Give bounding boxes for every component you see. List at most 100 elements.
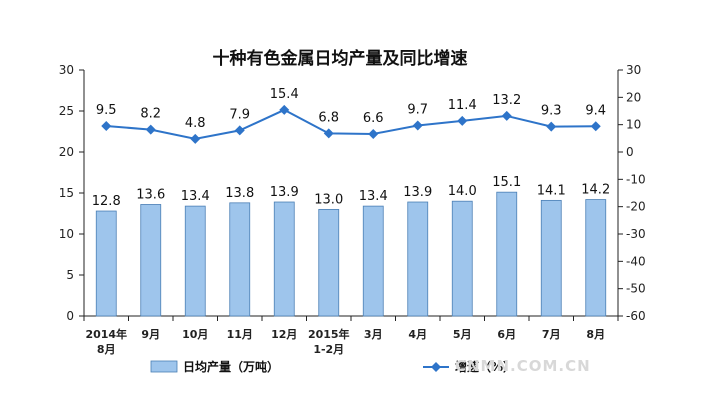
left-tick-label: 10 xyxy=(59,227,74,241)
bar xyxy=(273,201,295,317)
x-tick-label-line: 2014年 xyxy=(85,327,127,341)
legend-bar-swatch xyxy=(150,360,178,373)
right-tick-label: -10 xyxy=(626,172,646,186)
x-tick-label: 2014年 8月 xyxy=(85,327,127,356)
x-tick-label: 2015年 1-2月 xyxy=(308,327,350,356)
x-tick-label: 5月 xyxy=(453,328,472,341)
series-line xyxy=(106,108,596,140)
x-tick-label: 8月 xyxy=(586,328,605,341)
x-tick-label: 4月 xyxy=(408,328,427,341)
bar xyxy=(496,191,518,317)
line-point xyxy=(234,125,245,136)
bar-data-labels: 12.8 13.6 13.4 13.8 13.9 13.0 13.4 13.9 14.0 15.1… xyxy=(92,175,610,209)
line-data-labels: 9.5 8.2 4.8 7.9 15.4 6.8 6.6 9.7 11.4 13.2 9.3 9.4 xyxy=(96,87,606,131)
x-tick-label-line: 10月 xyxy=(182,328,208,341)
line-point xyxy=(190,133,201,144)
bar xyxy=(540,199,562,317)
line-point xyxy=(457,115,468,126)
bar xyxy=(451,200,473,317)
x-tick-label-line: 2015年 xyxy=(308,327,350,341)
x-tick-label-line: 7月 xyxy=(542,328,561,341)
x-tick-label-line: 9月 xyxy=(141,328,160,341)
bar-series xyxy=(95,191,607,317)
bar-value-label: 14.0 xyxy=(448,184,477,199)
bar xyxy=(318,208,340,317)
line-value-label: 9.5 xyxy=(96,103,117,118)
bar-value-label: 15.1 xyxy=(492,175,521,190)
right-tick-label: -30 xyxy=(626,227,646,241)
bar-value-label: 13.4 xyxy=(181,189,210,204)
left-tick-label: 15 xyxy=(59,186,74,200)
right-axis-ticks: -60 -50 -40 -30 -20 -10 0 10 20 30 xyxy=(618,63,646,323)
x-tick-label-line: 8月 xyxy=(97,343,116,356)
x-tick-label: 9月 xyxy=(141,328,160,341)
bar-value-label: 13.8 xyxy=(225,186,254,201)
right-tick-label: 30 xyxy=(626,63,641,77)
right-tick-label: 10 xyxy=(626,118,641,132)
watermark: CNMN.COM.CN xyxy=(455,357,591,375)
x-tick-label-line: 8月 xyxy=(586,328,605,341)
left-tick-label: 20 xyxy=(59,145,74,159)
x-tick-label: 10月 xyxy=(182,328,208,341)
left-tick-label: 30 xyxy=(59,63,74,77)
chart-title: 十种有色金属日均产量及同比增速 xyxy=(213,48,468,69)
line-value-label: 7.9 xyxy=(229,107,250,122)
line-point xyxy=(323,128,334,139)
x-tick-label: 6月 xyxy=(497,328,516,341)
bar-value-label: 14.2 xyxy=(581,183,610,198)
bar xyxy=(362,205,384,317)
left-tick-label: 25 xyxy=(59,104,74,118)
line-point xyxy=(546,121,557,132)
right-tick-label: 0 xyxy=(626,145,634,159)
line-value-label: 11.4 xyxy=(448,98,477,113)
right-tick-label: 20 xyxy=(626,90,641,104)
bar xyxy=(585,199,607,317)
x-tick-label-line: 12月 xyxy=(271,328,297,341)
bar-value-label: 13.9 xyxy=(403,185,432,200)
line-value-label: 9.7 xyxy=(407,102,428,117)
bar xyxy=(229,202,251,317)
legend-line-label: 增速（%） xyxy=(455,359,515,374)
line-point xyxy=(368,128,379,139)
line-value-label: 13.2 xyxy=(492,93,521,108)
x-tick-label-line: 5月 xyxy=(453,328,472,341)
x-tick-label-line: 3月 xyxy=(364,328,383,341)
x-axis-ticks: 2014年 8月 9月 10月 11月 12月 2015年 1-2月 3月 4月 5月 6月 7月 8月 xyxy=(83,316,619,356)
right-tick-label: -40 xyxy=(626,254,646,268)
line-value-label: 6.6 xyxy=(363,111,384,126)
x-tick-label-line: 11月 xyxy=(227,328,253,341)
bar xyxy=(184,205,206,317)
line-value-label: 9.3 xyxy=(541,104,562,119)
legend: 日均产量（万吨） 增速（%） xyxy=(150,359,515,374)
bar-value-label: 13.4 xyxy=(359,189,388,204)
line-value-label: 4.8 xyxy=(185,116,206,131)
line-point xyxy=(145,124,156,135)
legend-line-marker xyxy=(431,362,441,372)
line-value-label: 15.4 xyxy=(270,87,299,102)
x-tick-label: 12月 xyxy=(271,328,297,341)
line-value-label: 9.4 xyxy=(585,103,606,118)
left-axis-ticks: 0 5 10 15 20 25 30 xyxy=(59,63,84,323)
x-tick-label: 11月 xyxy=(227,328,253,341)
right-tick-label: -50 xyxy=(626,282,646,296)
x-tick-label-line: 6月 xyxy=(497,328,516,341)
line-point xyxy=(412,120,423,131)
bar xyxy=(407,201,429,317)
right-tick-label: -60 xyxy=(626,309,646,323)
left-tick-label: 0 xyxy=(66,309,74,323)
bar-value-label: 13.0 xyxy=(314,192,343,207)
x-tick-label: 3月 xyxy=(364,328,383,341)
x-tick-label-line: 1-2月 xyxy=(313,343,344,356)
x-tick-label-line: 4月 xyxy=(408,328,427,341)
bar xyxy=(140,204,162,317)
bar xyxy=(95,210,117,317)
x-tick-label: 7月 xyxy=(542,328,561,341)
right-tick-label: -20 xyxy=(626,200,646,214)
line-value-label: 6.8 xyxy=(318,110,339,125)
line-series xyxy=(101,104,601,144)
left-tick-label: 5 xyxy=(66,268,74,282)
bar-value-label: 12.8 xyxy=(92,194,121,209)
legend-bar-label: 日均产量（万吨） xyxy=(183,359,279,374)
line-point xyxy=(590,121,601,132)
